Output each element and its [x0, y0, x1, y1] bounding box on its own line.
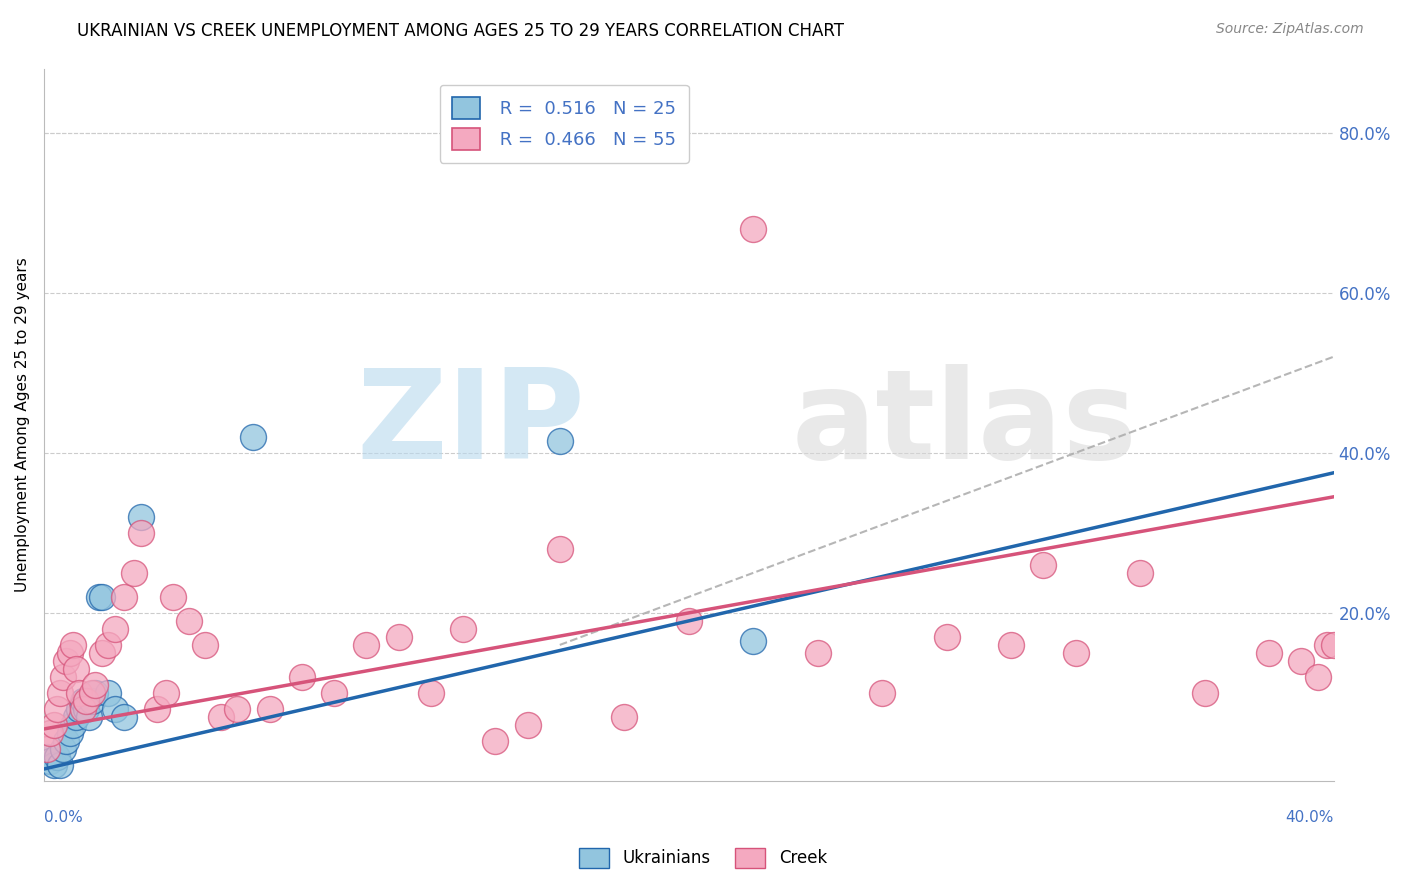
Point [162, 590, 184, 604]
Point [72, 702, 94, 716]
Point [65, 710, 87, 724]
Point [742, 634, 765, 648]
Point [82, 694, 104, 708]
Point [451, 622, 474, 636]
Point [242, 430, 264, 444]
Point [291, 670, 314, 684]
Point [1306, 670, 1329, 684]
Legend: Ukrainians, Creek: Ukrainians, Creek [572, 841, 834, 875]
Point [39, 754, 62, 768]
Point [65, 662, 87, 676]
Point [129, 509, 152, 524]
Point [84, 686, 107, 700]
Point [62, 718, 84, 732]
Point [419, 686, 441, 700]
Text: 0.0%: 0.0% [44, 810, 83, 824]
Point [259, 702, 281, 716]
Text: Source: ZipAtlas.com: Source: ZipAtlas.com [1216, 22, 1364, 37]
Point [104, 622, 127, 636]
Point [45, 750, 67, 764]
Point [75, 702, 97, 716]
Point [90, 590, 112, 604]
Point [42, 758, 65, 772]
Point [75, 694, 97, 708]
Point [62, 638, 84, 652]
Point [1194, 686, 1216, 700]
Point [194, 638, 217, 652]
Point [613, 710, 636, 724]
Point [1339, 229, 1361, 244]
Point [90, 646, 112, 660]
Point [177, 614, 200, 628]
Point [87, 590, 110, 604]
Point [807, 646, 830, 660]
Point [1032, 558, 1054, 572]
Point [67, 686, 90, 700]
Point [97, 638, 120, 652]
Point [323, 686, 346, 700]
Point [548, 434, 571, 448]
Point [52, 670, 75, 684]
Point [1258, 646, 1281, 660]
Y-axis label: Unemployment Among Ages 25 to 29 years: Unemployment Among Ages 25 to 29 years [15, 258, 30, 592]
Point [226, 702, 249, 716]
Point [935, 630, 957, 644]
Point [42, 718, 65, 732]
Point [97, 686, 120, 700]
Point [37, 750, 59, 764]
Point [548, 541, 571, 556]
Legend:  R =  0.516   N = 25,  R =  0.466   N = 55: R = 0.516 N = 25, R = 0.466 N = 55 [440, 85, 689, 163]
Point [742, 221, 765, 235]
Point [484, 734, 506, 748]
Point [114, 710, 136, 724]
Point [55, 654, 77, 668]
Point [84, 678, 107, 692]
Point [1291, 654, 1313, 668]
Point [1323, 638, 1346, 652]
Text: atlas: atlas [792, 364, 1137, 485]
Point [1064, 646, 1087, 660]
Point [49, 686, 72, 700]
Point [356, 638, 378, 652]
Point [114, 590, 136, 604]
Point [72, 694, 94, 708]
Point [59, 646, 82, 660]
Point [49, 758, 72, 772]
Point [387, 630, 409, 644]
Point [1129, 566, 1152, 580]
Point [516, 718, 538, 732]
Point [155, 686, 177, 700]
Point [37, 742, 59, 756]
Point [59, 726, 82, 740]
Point [129, 525, 152, 540]
Point [104, 702, 127, 716]
Point [870, 686, 893, 700]
Point [122, 566, 145, 580]
Point [678, 614, 700, 628]
Text: ZIP: ZIP [357, 364, 585, 485]
Point [209, 710, 232, 724]
Point [82, 686, 104, 700]
Point [52, 742, 75, 756]
Point [1316, 638, 1339, 652]
Text: 40.0%: 40.0% [1285, 810, 1334, 824]
Point [1000, 638, 1022, 652]
Text: UKRAINIAN VS CREEK UNEMPLOYMENT AMONG AGES 25 TO 29 YEARS CORRELATION CHART: UKRAINIAN VS CREEK UNEMPLOYMENT AMONG AG… [77, 22, 845, 40]
Point [39, 726, 62, 740]
Point [77, 710, 100, 724]
Point [145, 702, 167, 716]
Point [55, 734, 77, 748]
Point [45, 702, 67, 716]
Point [67, 702, 90, 716]
